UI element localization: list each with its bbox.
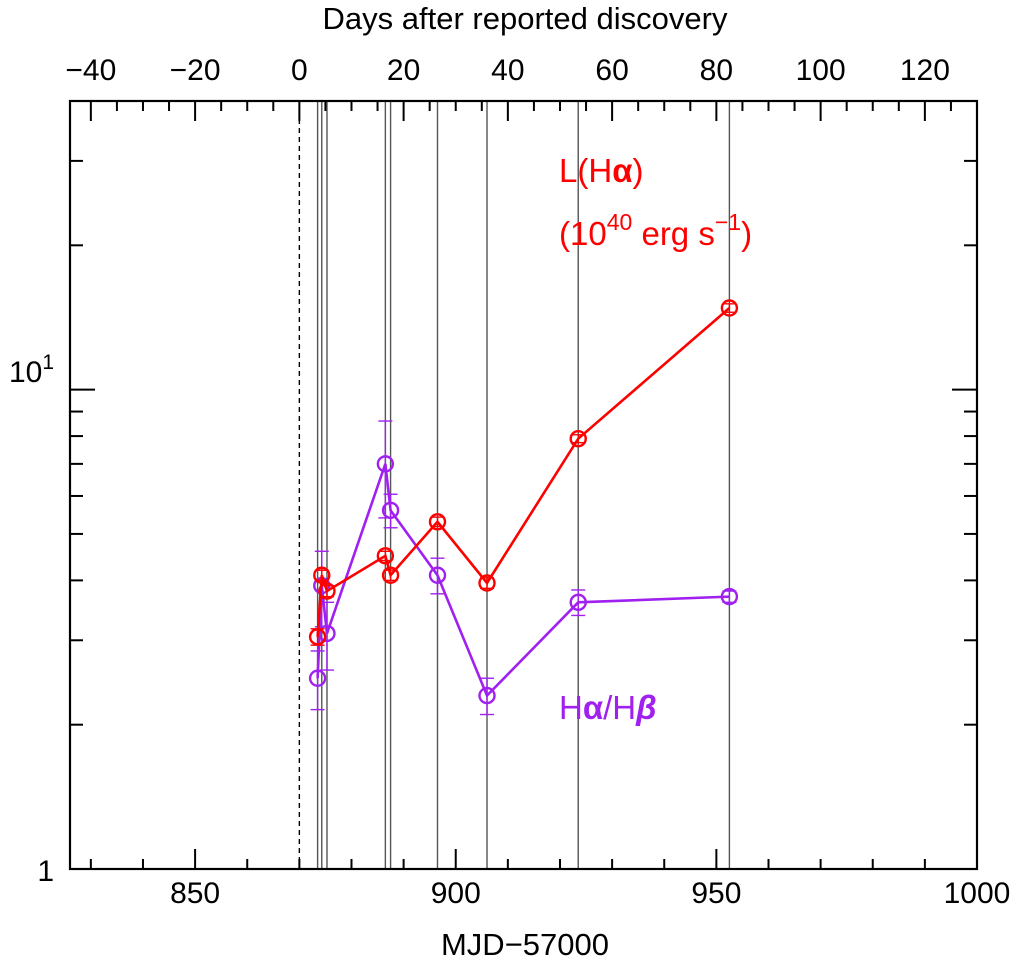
x2-tick-label: 80 — [700, 54, 733, 87]
lha-prefix: L(H — [559, 152, 612, 189]
ratio-h1: H — [559, 689, 583, 726]
x2-tick-label: 40 — [491, 54, 524, 87]
lha-alpha: α — [612, 152, 632, 189]
x2-tick-label: 20 — [387, 54, 420, 87]
lha-annotation-line2: (1040 erg s−1) — [559, 209, 752, 252]
x-tick-label: 950 — [691, 877, 741, 910]
plot-frame — [70, 101, 977, 869]
lha-suffix: ) — [632, 152, 643, 189]
lha-units-exp2: −1 — [715, 209, 741, 235]
x-tick-label: 900 — [431, 877, 481, 910]
x2-tick-label: 120 — [900, 54, 950, 87]
x2-tick-label: 100 — [796, 54, 846, 87]
bottom-axis-title: MJD−57000 — [441, 927, 609, 962]
series-line — [318, 308, 730, 637]
x2-tick-label: 0 — [291, 54, 308, 87]
top-axis-title: Days after reported discovery — [323, 1, 728, 36]
lha-units-close: ) — [741, 215, 752, 252]
ratio-slash: /H — [603, 689, 636, 726]
ratio-beta: β — [635, 689, 656, 726]
series-line — [318, 464, 730, 696]
y-tick-label-1: 1 — [37, 855, 54, 888]
lha-units-mid: erg s — [632, 215, 715, 252]
lha-annotation-line1: L(Hα) — [559, 152, 643, 189]
data-series — [310, 300, 737, 714]
x2-tick-label: −40 — [65, 54, 116, 87]
lha-units-exp: 40 — [607, 209, 633, 235]
x2-tick-label: 60 — [595, 54, 628, 87]
series-1 — [310, 421, 737, 715]
x-tick-label: 850 — [170, 877, 220, 910]
x2-tick-label: −20 — [170, 54, 221, 87]
ratio-annotation: Hα/Hβ — [559, 689, 657, 726]
series-0 — [310, 300, 737, 645]
y-tick-10-exp: 1 — [42, 351, 54, 374]
y-tick-10-base: 10 — [9, 356, 42, 389]
y-tick-label-10: 101 — [9, 351, 54, 389]
axis-ticks — [70, 101, 977, 869]
chart-svg: 850 900 950 1000 −40 −20 0 20 40 60 80 100 120 Days … — [0, 0, 1023, 963]
tick-labels: 850 900 950 1000 −40 −20 0 20 40 60 80 100 120 — [65, 54, 1010, 910]
x-tick-label: 1000 — [944, 877, 1011, 910]
lha-units-open: (10 — [559, 215, 607, 252]
ratio-alpha: α — [583, 689, 603, 726]
